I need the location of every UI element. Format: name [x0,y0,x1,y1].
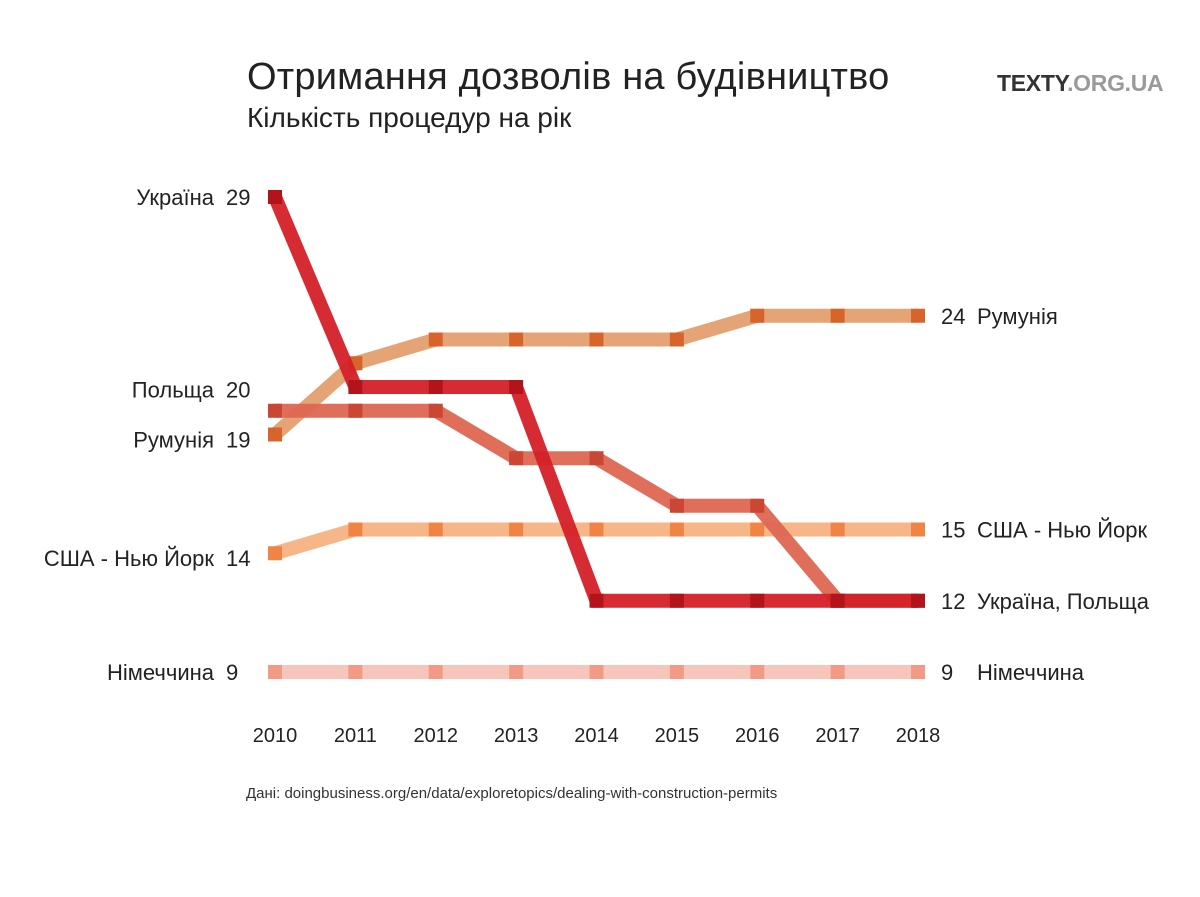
data-point-україна-2018 [911,593,925,608]
x-tick-label: 2017 [815,725,860,747]
data-point-польща-2011 [348,403,363,418]
data-point-німеччина-2016 [750,665,765,679]
data-point-румунія-2015 [669,332,684,347]
data-point-румунія-2012 [428,332,443,347]
data-point-німеччина-2011 [348,665,363,679]
x-tick-label: 2011 [334,725,377,747]
data-point-сша-нью-йорк-2014 [589,522,604,537]
x-tick-label: 2010 [253,725,298,747]
x-tick-label: 2014 [574,725,619,747]
x-tick-label: 2016 [735,725,780,747]
data-point-німеччина-2013 [509,665,524,679]
data-point-німеччина-2014 [589,665,604,679]
series-line-польща [275,403,918,608]
data-point-сша-нью-йорк-2018 [911,522,925,537]
right-label-name: Україна, Польща [977,589,1150,614]
data-point-україна-2014 [589,593,604,608]
data-point-німеччина-2017 [830,665,845,679]
left-label-name: США - Нью Йорк [44,546,215,571]
left-label-value: 9 [226,660,238,685]
data-point-німеччина-2010 [268,665,282,679]
data-point-сша-нью-йорк-2010 [268,546,282,561]
data-point-україна-2015 [669,593,684,608]
brand-logo: TEXTY.ORG.UA [997,70,1164,97]
right-label-name: Німеччина [977,660,1085,685]
x-tick-label: 2015 [655,725,700,747]
left-label-name: Німеччина [107,660,215,685]
data-point-польща-2016 [750,498,765,513]
data-point-сша-нью-йорк-2011 [348,522,363,537]
right-label-name: США - Нью Йорк [977,518,1148,543]
data-point-україна-2012 [428,380,443,394]
left-label-name: Україна [136,185,214,210]
data-point-сша-нью-йорк-2012 [428,522,443,537]
data-point-польща-2013 [509,451,524,466]
data-point-сша-нью-йорк-2013 [509,522,524,537]
data-point-румунія-2018 [911,308,925,323]
left-label-name: Румунія [133,427,214,452]
data-point-румунія-2014 [589,332,604,347]
chart-subtitle: Кількість процедур на рік [247,102,572,133]
data-point-румунія-2010 [268,427,282,442]
data-point-україна-2011 [348,380,363,394]
data-point-румунія-2017 [830,308,845,323]
x-tick-label: 2018 [896,725,941,747]
data-source-note: Дані: doingbusiness.org/en/data/exploret… [246,785,778,802]
chart-title: Отримання дозволів на будівництво [247,56,890,98]
right-label-value: 9 [941,660,953,685]
series-line-україна [268,194,918,608]
data-point-польща-2010 [268,403,282,418]
right-label-value: 15 [941,518,965,543]
data-point-україна-2013 [509,380,524,394]
data-point-україна-2010 [268,190,282,204]
data-point-німеччина-2015 [669,665,684,679]
data-point-польща-2015 [669,498,684,513]
left-label-value: 20 [226,377,250,402]
data-point-німеччина-2018 [911,665,925,679]
data-point-румунія-2016 [750,308,765,323]
x-tick-label: 2013 [494,725,539,747]
left-label-value: 29 [226,185,250,210]
data-point-німеччина-2012 [428,665,443,679]
x-tick-label: 2012 [414,725,459,747]
left-label-name: Польща [132,377,215,402]
data-point-україна-2017 [830,593,845,608]
data-point-польща-2012 [428,403,443,418]
data-point-україна-2016 [750,593,765,608]
left-label-value: 19 [226,427,250,452]
brand-main: TEXTY [997,70,1068,96]
data-point-сша-нью-йорк-2017 [830,522,845,537]
right-label-value: 12 [941,589,965,614]
right-label-name: Румунія [977,304,1058,329]
data-point-сша-нью-йорк-2015 [669,522,684,537]
data-point-румунія-2013 [509,332,524,347]
brand-domain: .ORG.UA [1067,70,1164,96]
left-label-value: 14 [226,546,250,571]
data-point-польща-2014 [589,451,604,466]
data-point-сша-нью-йорк-2016 [750,522,765,537]
right-label-value: 24 [941,304,965,329]
